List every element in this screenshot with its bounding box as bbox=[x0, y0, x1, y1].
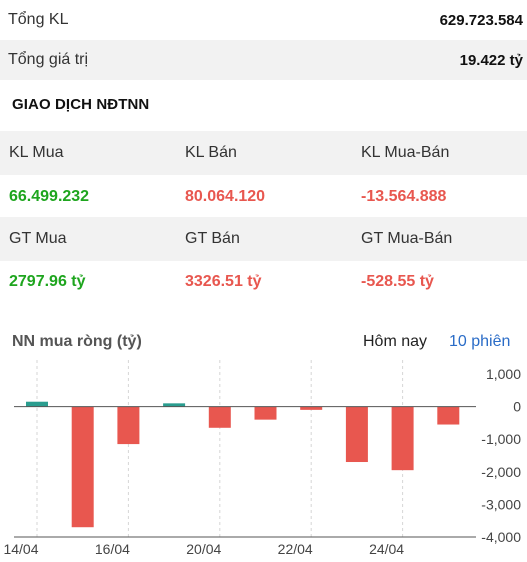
x-tick-label: 24/04 bbox=[369, 541, 404, 557]
kl-sell-label: KL Bán bbox=[185, 144, 237, 161]
tab-today[interactable]: Hôm nay bbox=[363, 333, 428, 350]
total-volume-label: Tổng KL bbox=[8, 11, 69, 28]
gt-sell-value: 3326.51 tỷ bbox=[185, 273, 262, 290]
bar-16/04 bbox=[117, 406, 140, 445]
bar-14/04 bbox=[26, 401, 48, 407]
kl-value-row: 66.499.232 80.064.120 -13.564.888 bbox=[0, 175, 527, 219]
x-tick-label: 14/04 bbox=[3, 541, 38, 557]
total-volume-value: 629.723.584 bbox=[439, 11, 523, 29]
bar-23/04 bbox=[345, 406, 368, 463]
x-tick-label: 20/04 bbox=[186, 541, 221, 557]
gt-net-label: GT Mua-Bán bbox=[361, 230, 453, 247]
x-tick-label: 22/04 bbox=[278, 541, 313, 557]
foreign-trading-title: GIAO DỊCH NĐTNN bbox=[12, 96, 150, 113]
kl-buy-value: 66.499.232 bbox=[9, 188, 90, 205]
gt-buy-value: 2797.96 tỷ bbox=[9, 273, 86, 290]
chart-title: NN mua ròng (tỷ) bbox=[12, 333, 142, 350]
bar-25/04 bbox=[437, 406, 460, 425]
bar-22/04 bbox=[300, 406, 323, 410]
kl-net-value: -13.564.888 bbox=[361, 188, 447, 205]
y-tick-label: -3,000 bbox=[481, 496, 521, 512]
total-volume-row: Tổng KL 629.723.584 bbox=[0, 0, 527, 40]
gt-net-value: -528.55 tỷ bbox=[361, 273, 434, 290]
tab-10-sessions[interactable]: 10 phiên bbox=[449, 333, 511, 350]
total-value-value: 19.422 tỷ bbox=[459, 51, 523, 69]
y-tick-label: -2,000 bbox=[481, 464, 521, 480]
gt-buy-label: GT Mua bbox=[9, 230, 67, 247]
bar-15/04 bbox=[71, 406, 94, 528]
net-buy-chart: 1,000 0 -1,000 -2,000 -3,000 -4,000 14/04 16/04… bbox=[3, 360, 521, 557]
bar-20/04 bbox=[208, 406, 231, 428]
bar-24/04 bbox=[391, 406, 414, 471]
kl-header-row: KL Mua KL Bán KL Mua-Bán bbox=[0, 131, 527, 175]
kl-buy-label: KL Mua bbox=[9, 144, 64, 161]
bar-17/04 bbox=[163, 403, 186, 407]
x-tick-label: 16/04 bbox=[95, 541, 130, 557]
total-value-label: Tổng giá trị bbox=[8, 51, 89, 68]
bar-21/04 bbox=[254, 406, 277, 420]
y-tick-label: -4,000 bbox=[481, 529, 521, 545]
gt-header-row: GT Mua GT Bán GT Mua-Bán bbox=[0, 217, 527, 261]
y-tick-label: 0 bbox=[513, 399, 521, 415]
kl-net-label: KL Mua-Bán bbox=[361, 144, 450, 161]
y-tick-label: -1,000 bbox=[481, 431, 521, 447]
gt-sell-label: GT Bán bbox=[185, 230, 240, 247]
total-value-row: Tổng giá trị 19.422 tỷ bbox=[0, 40, 527, 80]
gt-value-row: 2797.96 tỷ 3326.51 tỷ -528.55 tỷ bbox=[0, 260, 527, 304]
y-tick-label: 1,000 bbox=[486, 366, 521, 382]
kl-sell-value: 80.064.120 bbox=[185, 188, 266, 205]
